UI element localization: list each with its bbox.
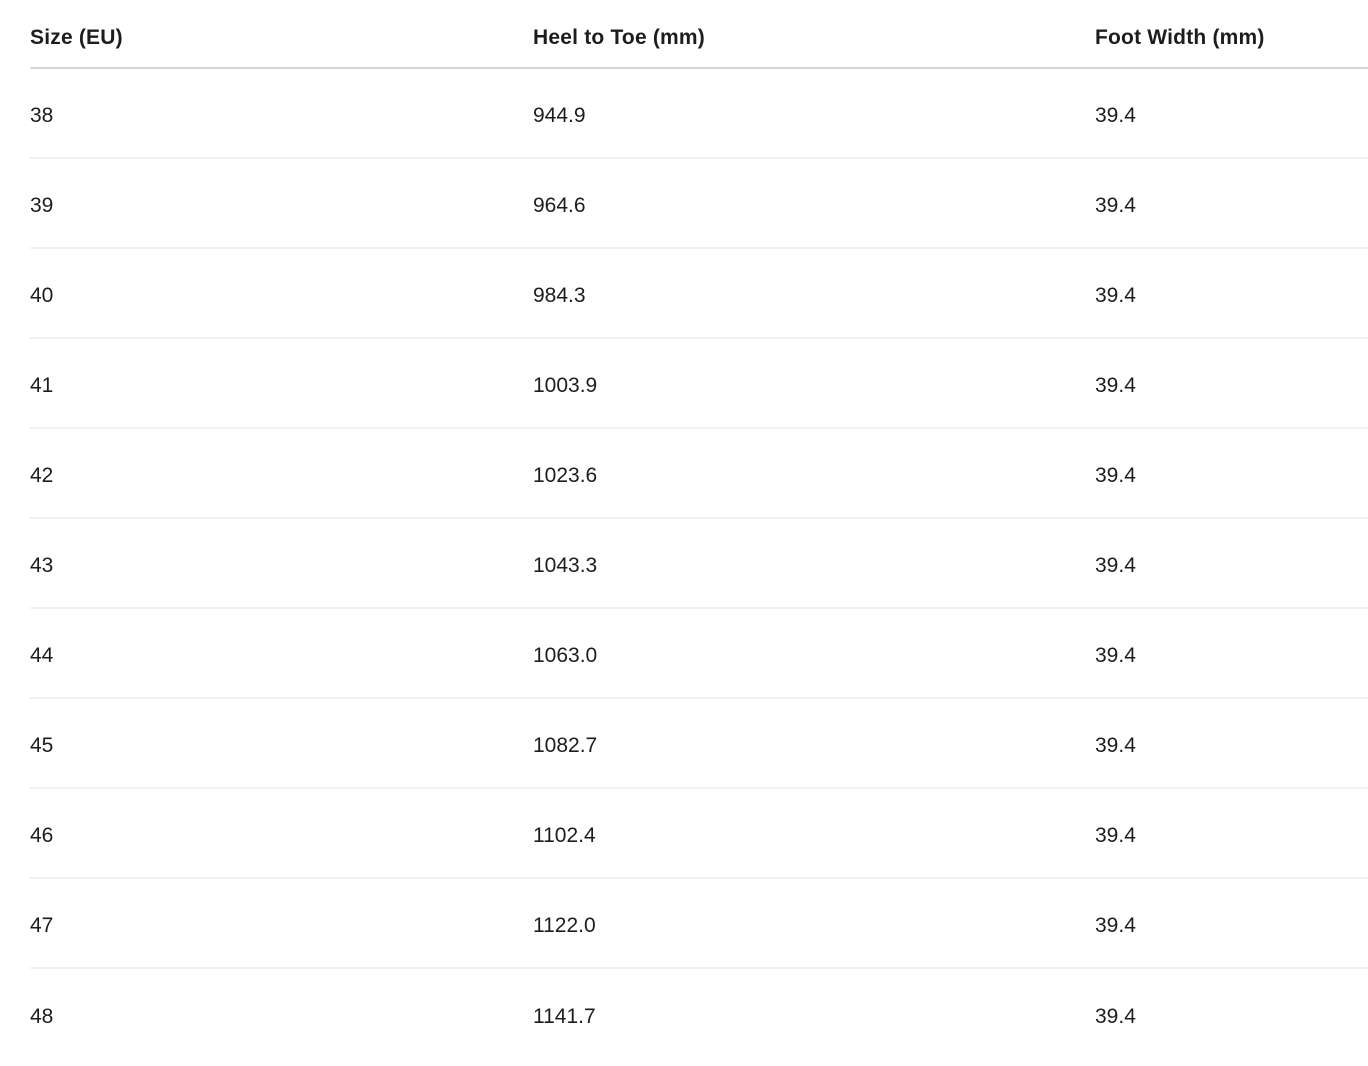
heel-to-toe-value: 964.6 xyxy=(533,194,586,217)
size-chart-table: Size (EU) Heel to Toe (mm) Foot Width (m… xyxy=(30,0,1368,1059)
table-row: 40 984.3 39.4 xyxy=(30,249,1368,339)
size-eu-value: 41 xyxy=(30,374,54,397)
size-eu-value: 39 xyxy=(30,194,54,217)
size-eu-value: 42 xyxy=(30,464,54,487)
table-row: 45 1082.7 39.4 xyxy=(30,699,1368,789)
size-eu-value: 44 xyxy=(30,644,54,667)
size-eu-value: 46 xyxy=(30,824,54,847)
table-header-row: Size (EU) Heel to Toe (mm) Foot Width (m… xyxy=(30,0,1368,69)
heel-to-toe-value: 984.3 xyxy=(533,284,586,307)
table-row: 42 1023.6 39.4 xyxy=(30,429,1368,519)
foot-width-value: 39.4 xyxy=(1095,104,1136,127)
foot-width-value: 39.4 xyxy=(1095,374,1136,397)
heel-to-toe-value: 1043.3 xyxy=(533,554,598,577)
heel-to-toe-value: 1023.6 xyxy=(533,464,598,487)
table-row: 41 1003.9 39.4 xyxy=(30,339,1368,429)
heel-to-toe-value: 1082.7 xyxy=(533,734,598,757)
foot-width-value: 39.4 xyxy=(1095,284,1136,307)
table-row: 39 964.6 39.4 xyxy=(30,159,1368,249)
heel-to-toe-value: 1102.4 xyxy=(533,824,596,847)
foot-width-value: 39.4 xyxy=(1095,824,1136,847)
size-eu-value: 43 xyxy=(30,554,54,577)
foot-width-value: 39.4 xyxy=(1095,734,1136,757)
foot-width-value: 39.4 xyxy=(1095,464,1136,487)
column-header-heel-to-toe: Heel to Toe (mm) xyxy=(533,25,705,49)
table-row: 38 944.9 39.4 xyxy=(30,69,1368,159)
table-row: 44 1063.0 39.4 xyxy=(30,609,1368,699)
heel-to-toe-value: 1122.0 xyxy=(533,914,596,937)
size-eu-value: 45 xyxy=(30,734,54,757)
heel-to-toe-value: 1063.0 xyxy=(533,644,598,667)
column-header-foot-width: Foot Width (mm) xyxy=(1095,25,1265,49)
table-row: 47 1122.0 39.4 xyxy=(30,879,1368,969)
column-header-size-eu: Size (EU) xyxy=(30,25,123,49)
foot-width-value: 39.4 xyxy=(1095,194,1136,217)
table-row: 46 1102.4 39.4 xyxy=(30,789,1368,879)
heel-to-toe-value: 944.9 xyxy=(533,104,586,127)
size-eu-value: 47 xyxy=(30,914,54,937)
table-row: 43 1043.3 39.4 xyxy=(30,519,1368,609)
foot-width-value: 39.4 xyxy=(1095,644,1136,667)
size-eu-value: 48 xyxy=(30,1005,54,1028)
foot-width-value: 39.4 xyxy=(1095,1005,1136,1028)
foot-width-value: 39.4 xyxy=(1095,554,1136,577)
table-body: 38 944.9 39.4 39 964.6 39.4 40 984.3 39.… xyxy=(30,69,1368,1059)
size-eu-value: 40 xyxy=(30,284,54,307)
size-eu-value: 38 xyxy=(30,104,54,127)
heel-to-toe-value: 1141.7 xyxy=(533,1005,596,1028)
heel-to-toe-value: 1003.9 xyxy=(533,374,598,397)
foot-width-value: 39.4 xyxy=(1095,914,1136,937)
table-row: 48 1141.7 39.4 xyxy=(30,969,1368,1059)
